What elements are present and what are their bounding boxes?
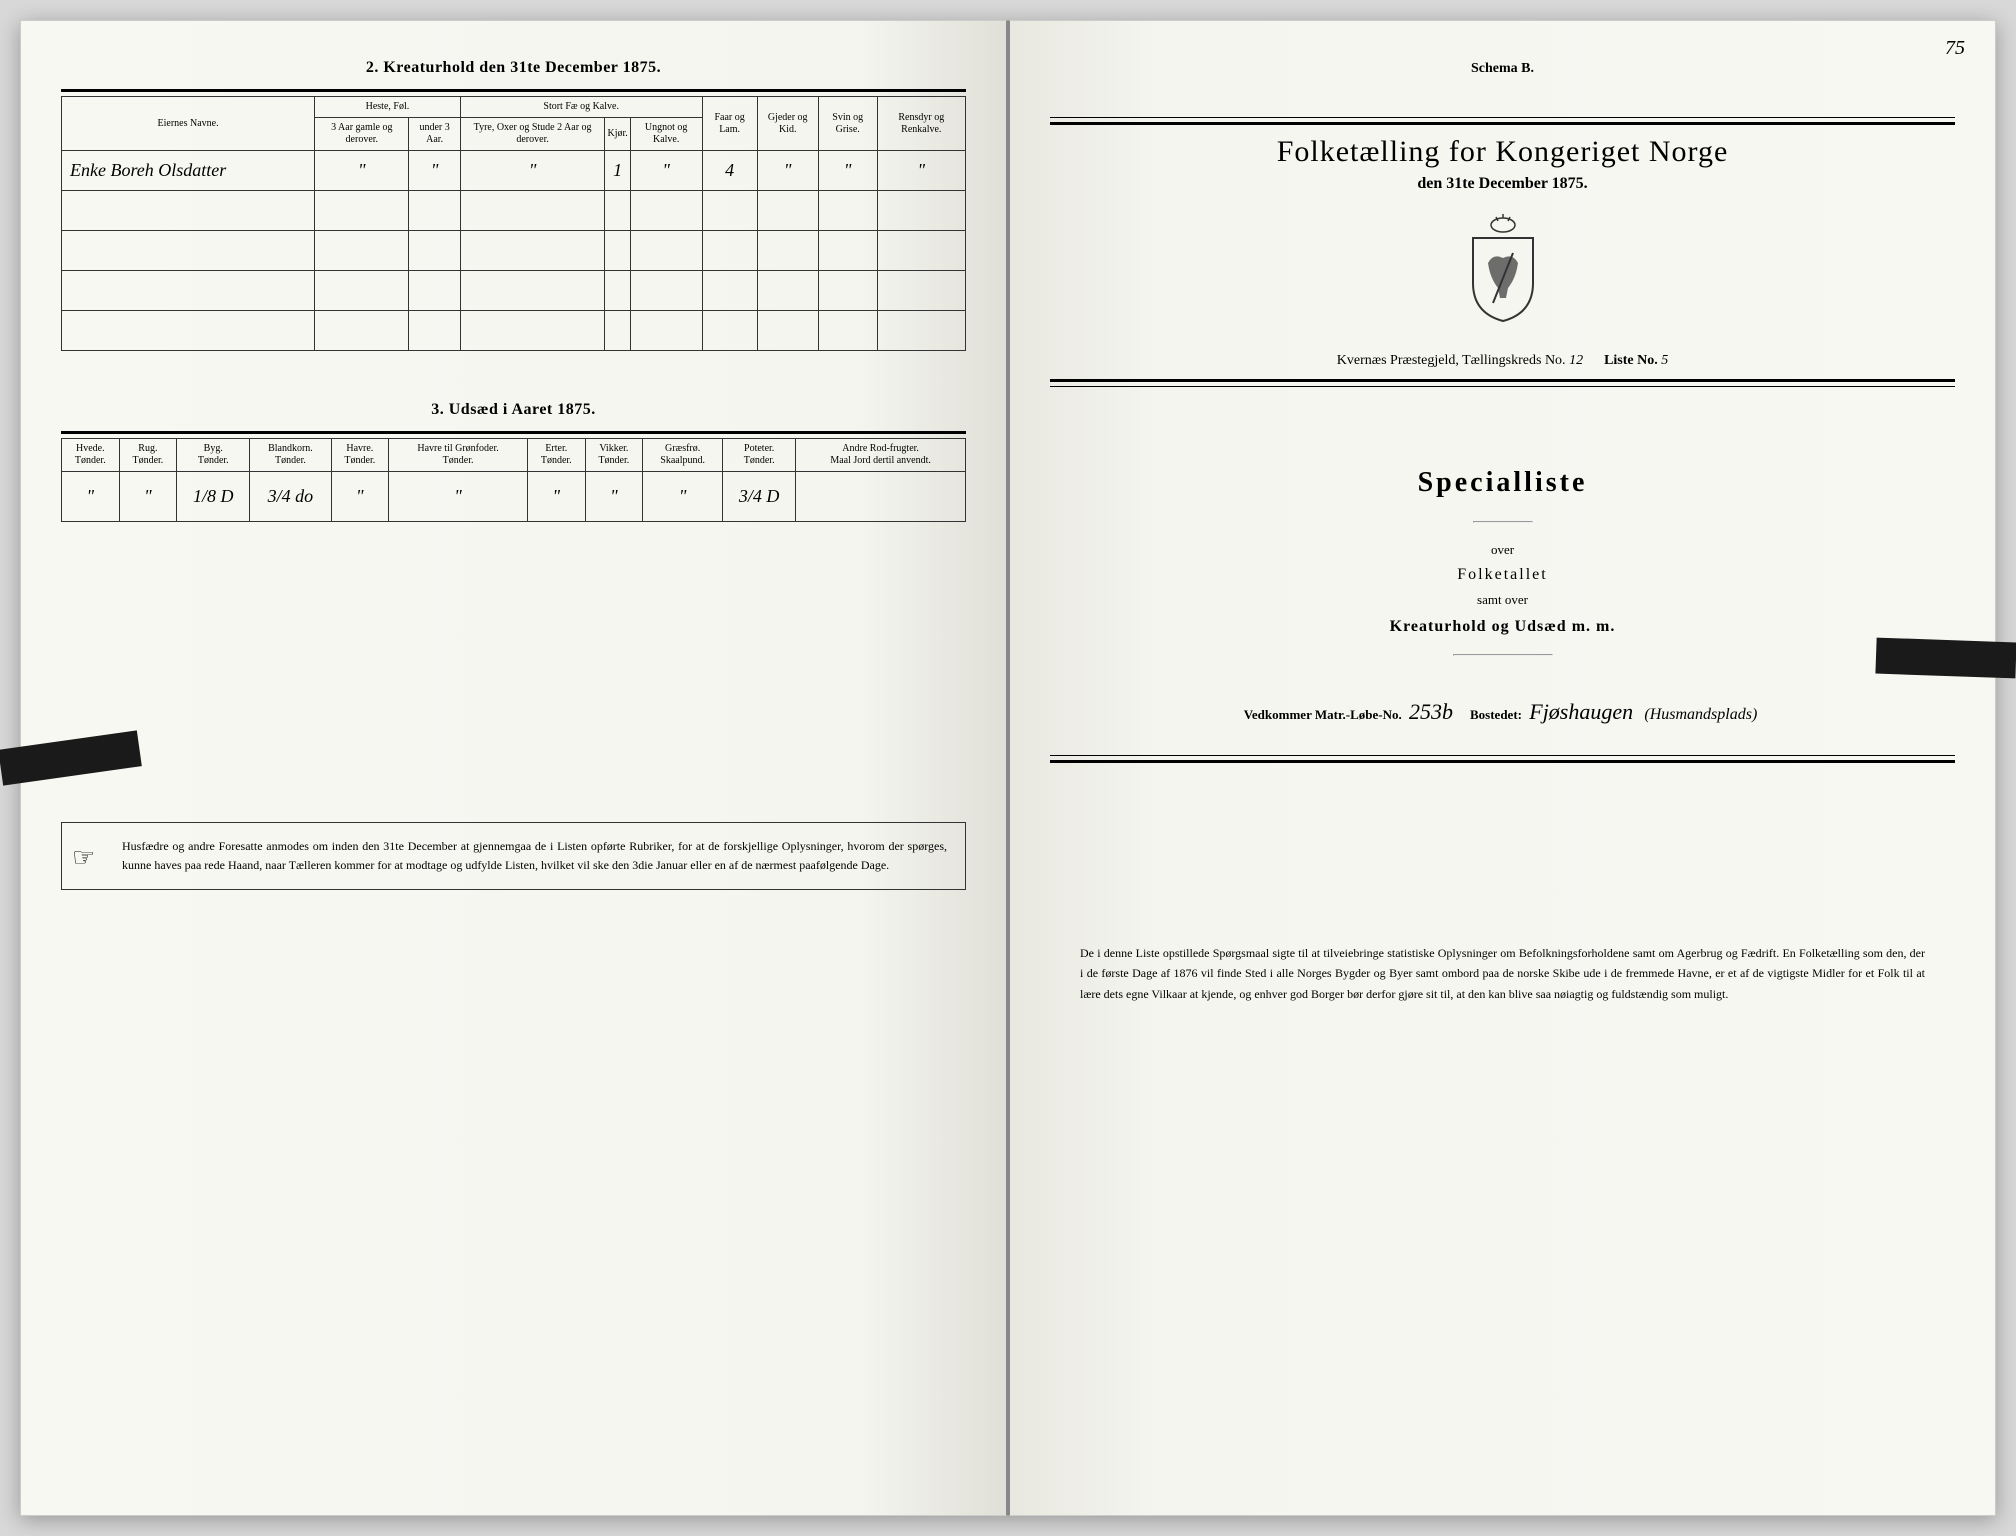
folketallet-label: Folketallet [1050, 566, 1955, 584]
section2-title: 2. Kreaturhold den 31te December 1875. [61, 59, 966, 77]
seed-table: Hvede.Tønder. Rug.Tønder. Byg.Tønder. Bl… [61, 438, 966, 522]
cell: " [585, 472, 643, 522]
rule [1050, 386, 1955, 387]
liste-prefix: Liste No. [1604, 353, 1658, 368]
cell: " [62, 472, 120, 522]
note-text: Husfædre og andre Foresatte anmodes om i… [122, 839, 947, 872]
livestock-table: Eiernes Navne. Heste, Føl. Stort Fæ og K… [61, 96, 966, 351]
over-label: over [1050, 542, 1955, 558]
table-row [62, 191, 966, 231]
table-row: " " 1/8 D 3/4 do " " " " " 3/4 D [62, 472, 966, 522]
sub-h5: Ungnot og Kalve. [630, 118, 702, 151]
sub-h2: under 3 Aar. [409, 118, 460, 151]
liste-no: 5 [1661, 353, 1668, 368]
cell: " [315, 151, 409, 191]
cell: " [331, 472, 389, 522]
kreds-no: 12 [1569, 353, 1583, 368]
rule [1050, 117, 1955, 118]
cell: " [757, 151, 818, 191]
h: Hvede.Tønder. [62, 439, 120, 472]
cell: 3/4 D [723, 472, 796, 522]
sub-h3: Tyre, Oxer og Stude 2 Aar og derover. [460, 118, 605, 151]
binder-clip-right [1875, 638, 2016, 679]
district-line: Kvernæs Præstegjeld, Tællingskreds No. 1… [1050, 353, 1955, 369]
kreatur-label: Kreaturhold og Udsæd m. m. [1050, 618, 1955, 636]
instruction-note: ☞ Husfædre og andre Foresatte anmodes om… [61, 822, 966, 890]
matr-no: 253b [1405, 699, 1457, 724]
rule [1050, 379, 1955, 382]
sub-h1: 3 Aar gamle og derover. [315, 118, 409, 151]
cell: 4 [702, 151, 757, 191]
cell: " [643, 472, 723, 522]
h: Byg.Tønder. [177, 439, 250, 472]
schema-label: Schema B. [1050, 61, 1955, 77]
kreds-prefix: Kvernæs Præstegjeld, Tællingskreds No. [1337, 353, 1566, 368]
bostedet-note: (Husmandsplads) [1640, 706, 1761, 723]
cell: " [389, 472, 528, 522]
owner-name: Enke Boreh Olsdatter [62, 151, 315, 191]
cell: " [527, 472, 585, 522]
col-cattle: Stort Fæ og Kalve. [460, 97, 702, 118]
h: Blandkorn.Tønder. [250, 439, 331, 472]
rule [1473, 521, 1533, 523]
h: Græsfrø.Skaalpund. [643, 439, 723, 472]
col-owner: Eiernes Navne. [62, 97, 315, 151]
section3-title: 3. Udsæd i Aaret 1875. [61, 401, 966, 419]
page-number: 75 [1945, 37, 1965, 60]
rule [61, 89, 966, 92]
rule [61, 431, 966, 434]
col-goats: Gjeder og Kid. [757, 97, 818, 151]
cell: 3/4 do [250, 472, 331, 522]
h: Havre.Tønder. [331, 439, 389, 472]
cell: 1 [605, 151, 630, 191]
cell: " [877, 151, 965, 191]
rule [1453, 654, 1553, 656]
table-row [62, 271, 966, 311]
rule [1050, 122, 1955, 125]
table-row [62, 311, 966, 351]
samt-label: samt over [1050, 592, 1955, 608]
coat-of-arms-icon [1050, 213, 1955, 323]
book-spread: 2. Kreaturhold den 31te December 1875. E… [20, 20, 1996, 1516]
cell: " [818, 151, 877, 191]
cell: " [630, 151, 702, 191]
col-pigs: Svin og Grise. [818, 97, 877, 151]
table-row [62, 231, 966, 271]
cell: " [409, 151, 460, 191]
cell: " [119, 472, 177, 522]
explanatory-text: De i denne Liste opstillede Spørgsmaal s… [1050, 943, 1955, 1004]
rule [1050, 755, 1955, 756]
left-page: 2. Kreaturhold den 31te December 1875. E… [20, 20, 1008, 1516]
h: Poteter.Tønder. [723, 439, 796, 472]
h: Erter.Tønder. [527, 439, 585, 472]
pointing-hand-icon: ☞ [72, 837, 95, 879]
bostedet-name: Fjøshaugen [1525, 699, 1637, 724]
cell: " [460, 151, 605, 191]
sub-h4: Kjør. [605, 118, 630, 151]
right-page: 75 Schema B. Folketælling for Kongeriget… [1008, 20, 1996, 1516]
vedkommer-label: Vedkommer Matr.-Løbe-No. [1244, 707, 1402, 722]
specialliste-title: Specialliste [1050, 467, 1955, 499]
h: Havre til Grønfoder.Tønder. [389, 439, 528, 472]
rule [1050, 760, 1955, 763]
col-horses: Heste, Føl. [315, 97, 461, 118]
main-title: Folketælling for Kongeriget Norge [1050, 135, 1955, 169]
property-line: Vedkommer Matr.-Løbe-No. 253b Bostedet: … [1050, 699, 1955, 725]
cell: 1/8 D [177, 472, 250, 522]
census-date: den 31te December 1875. [1050, 175, 1955, 193]
h: Andre Rod-frugter.Maal Jord dertil anven… [796, 439, 966, 472]
table-row: Enke Boreh Olsdatter " " " 1 " 4 " " " [62, 151, 966, 191]
bostedet-label: Bostedet: [1470, 707, 1522, 722]
h: Rug.Tønder. [119, 439, 177, 472]
h: Vikker.Tønder. [585, 439, 643, 472]
col-sheep: Faar og Lam. [702, 97, 757, 151]
col-reindeer: Rensdyr og Renkalve. [877, 97, 965, 151]
cell [796, 472, 966, 522]
